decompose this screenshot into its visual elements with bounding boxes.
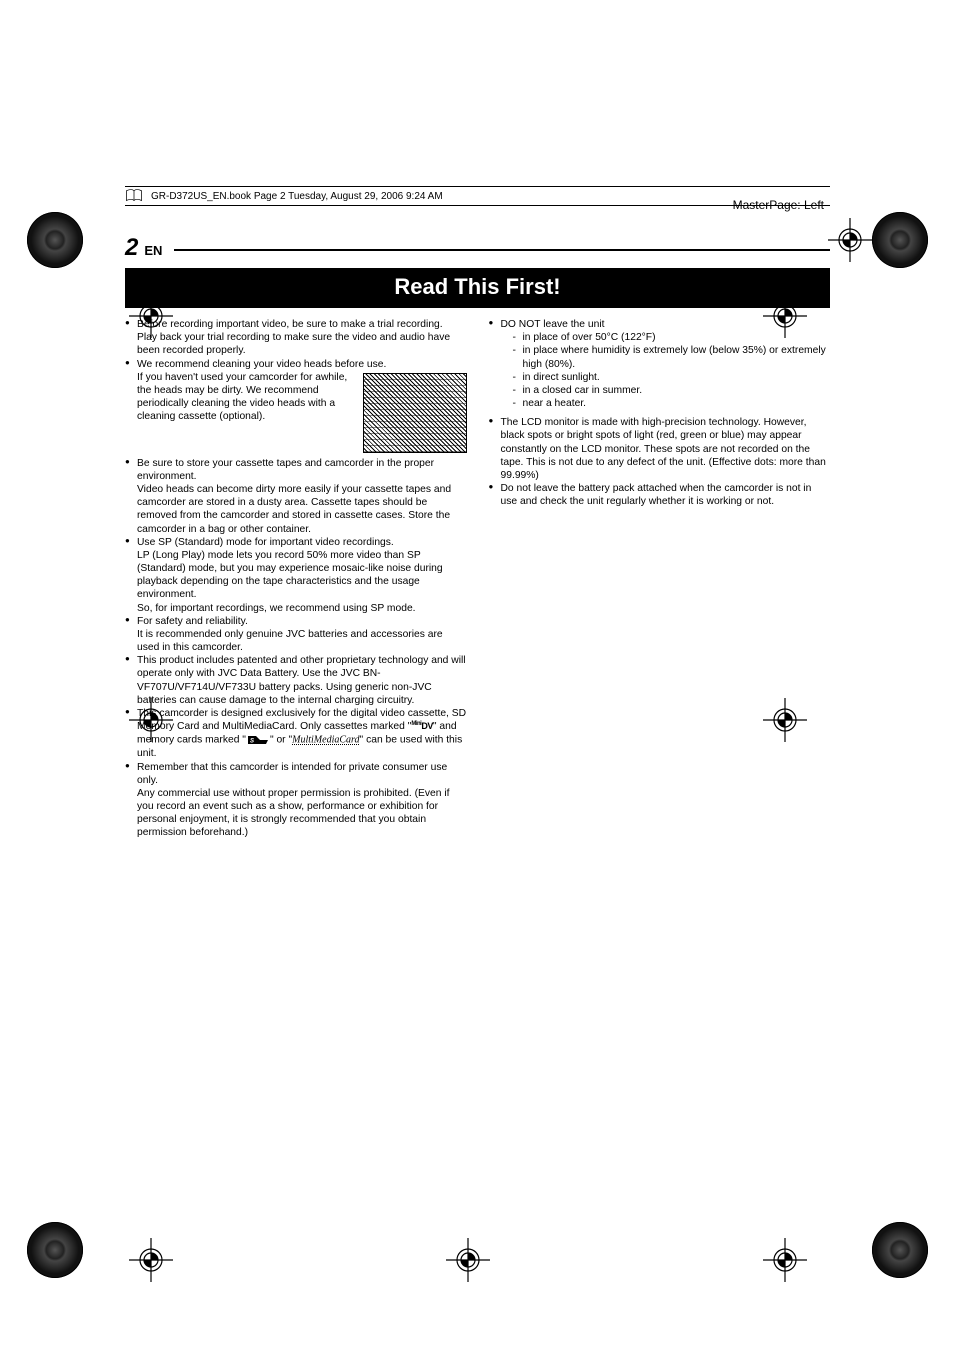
text: Remember that this camcorder is intended… <box>137 762 447 786</box>
registration-mark-icon <box>763 294 807 338</box>
text: We recommend cleaning your video heads b… <box>137 359 386 370</box>
text: Before recording important video, be sur… <box>137 319 443 330</box>
bullet-lcd: The LCD monitor is made with high-precis… <box>489 416 831 482</box>
section-title: Read This First! <box>125 268 830 308</box>
registration-mark-icon <box>129 698 173 742</box>
text: LP (Long Play) mode lets you record 50% … <box>137 550 443 601</box>
dash-heater: near a heater. <box>513 397 831 410</box>
bullet-store-tapes: Be sure to store your cassette tapes and… <box>125 457 467 536</box>
registration-mark-icon <box>129 294 173 338</box>
text: Video heads can become dirty more easily… <box>137 484 451 535</box>
registration-mark-icon <box>763 1238 807 1282</box>
registration-mark-icon <box>828 218 872 262</box>
corner-ornament-icon <box>27 1222 83 1278</box>
bullet-battery-detach: Do not leave the battery pack attached w… <box>489 482 831 508</box>
svg-text:S: S <box>250 738 254 744</box>
minidv-logo: MiniDV <box>411 721 433 733</box>
text: So, for important recordings, we recomme… <box>137 603 416 614</box>
bullet-clean-heads: We recommend cleaning your video heads b… <box>125 358 467 424</box>
bookline-text: GR-D372US_EN.book Page 2 Tuesday, August… <box>151 191 443 202</box>
registration-mark-icon <box>446 1238 490 1282</box>
video-noise-image <box>363 373 467 453</box>
multimediacard-logo: MultiMediaCard <box>292 735 359 746</box>
corner-ornament-icon <box>872 1222 928 1278</box>
running-header: GR-D372US_EN.book Page 2 Tuesday, August… <box>125 186 830 206</box>
text: " or " <box>270 735 292 746</box>
text: For safety and reliability. <box>137 616 248 627</box>
text: Use SP (Standard) mode for important vid… <box>137 537 394 548</box>
book-icon <box>125 189 143 203</box>
page-number: 2 <box>125 234 138 262</box>
registration-mark-icon <box>129 1238 173 1282</box>
text: It is recommended only genuine JVC batte… <box>137 629 443 653</box>
dash-closed-car: in a closed car in summer. <box>513 384 831 397</box>
bullet-trial-recording: Before recording important video, be sur… <box>125 318 467 358</box>
header-rule <box>174 249 830 251</box>
text: Any commercial use without proper permis… <box>137 788 449 839</box>
columns: Before recording important video, be sur… <box>125 318 830 840</box>
bullet-battery: This product includes patented and other… <box>125 654 467 707</box>
page-language: EN <box>144 243 162 258</box>
registration-mark-icon <box>763 698 807 742</box>
page-header-row: 2 EN <box>125 234 830 262</box>
right-column: DO NOT leave the unit in place of over 5… <box>489 318 831 840</box>
text: Play back your trial recording to make s… <box>137 332 450 356</box>
dash-humidity: in place where humidity is extremely low… <box>513 344 831 370</box>
corner-ornament-icon <box>872 212 928 268</box>
page-body: GR-D372US_EN.book Page 2 Tuesday, August… <box>125 186 830 840</box>
corner-ornament-icon <box>27 212 83 268</box>
left-column: Before recording important video, be sur… <box>125 318 467 840</box>
text: DO NOT leave the unit <box>501 319 605 330</box>
dash-sunlight: in direct sunlight. <box>513 371 831 384</box>
bullet-cassette-cards: This camcorder is designed exclusively f… <box>125 707 467 761</box>
bullet-consumer-use: Remember that this camcorder is intended… <box>125 761 467 840</box>
bullet-safety: For safety and reliability. It is recomm… <box>125 615 467 655</box>
sd-logo: S <box>246 733 270 746</box>
text: Be sure to store your cassette tapes and… <box>137 458 434 482</box>
bullet-sp-mode: Use SP (Standard) mode for important vid… <box>125 536 467 615</box>
